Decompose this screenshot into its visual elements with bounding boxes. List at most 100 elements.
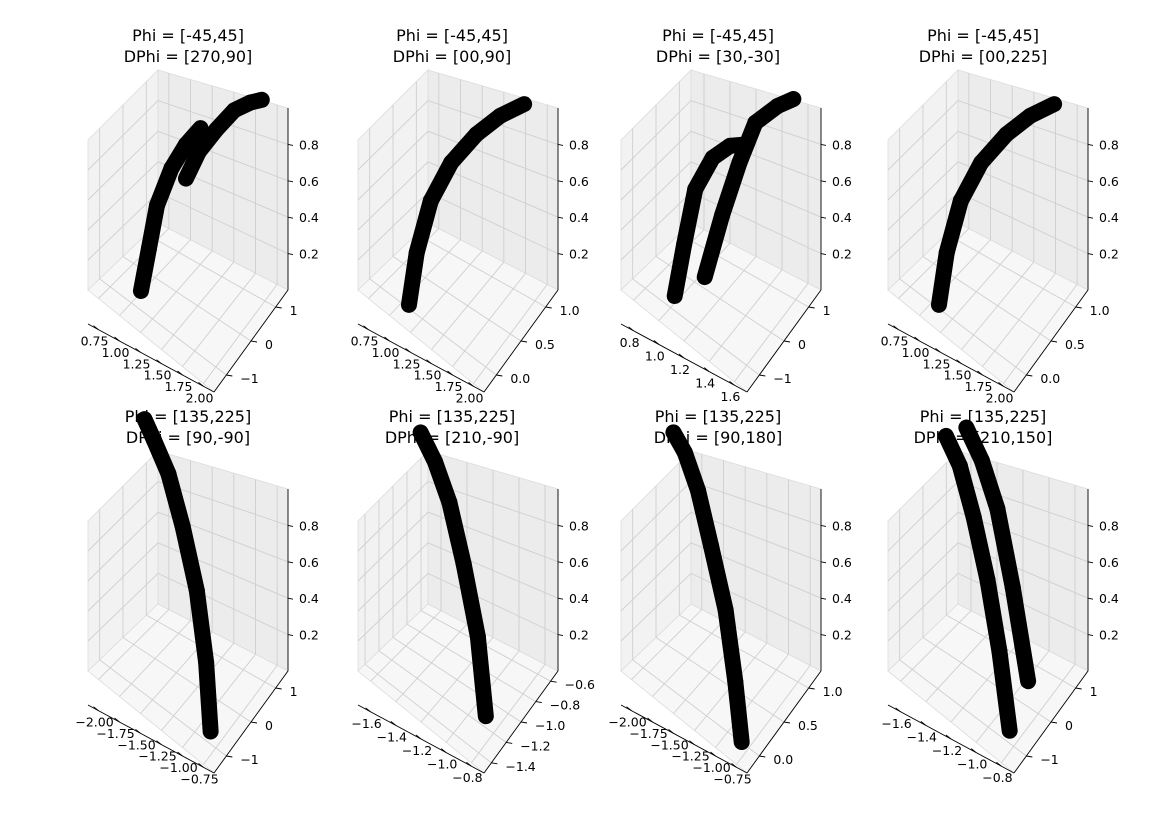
z-grid-line [887, 572, 1089, 642]
x-tick-mark [363, 325, 369, 331]
data-band [1004, 579, 1037, 690]
y-tick-mark [759, 374, 766, 377]
z-tick-label: 0.6 [569, 555, 589, 570]
x-tick-label: 1.6 [720, 389, 740, 404]
y-tick-mark [496, 374, 503, 377]
y-tick-mark [520, 340, 528, 343]
y-tick-mark [250, 340, 258, 343]
z-grid-line [620, 161, 822, 231]
z-tick-mark [557, 253, 564, 256]
x-tick-mark [93, 325, 99, 331]
floor-grid-line [679, 233, 809, 308]
z-tick-mark [820, 597, 827, 600]
y-tick-mark [1050, 340, 1058, 343]
data-band [676, 181, 704, 253]
y-tick-mark [275, 306, 282, 309]
floor-grid-line [632, 278, 760, 376]
y-tick-label: 0.0 [510, 371, 530, 386]
subplot-title-line-1: Phi = [135,225] [655, 407, 781, 426]
y-tick-label: 1 [290, 684, 298, 699]
x-tick-mark [468, 381, 474, 387]
z-tick-mark [287, 561, 294, 564]
x-tick-mark [384, 336, 390, 342]
z-tick-mark [1087, 253, 1094, 256]
x-tick-mark [156, 359, 162, 365]
subplot-title-line-1: Phi = [135,225] [920, 407, 1046, 426]
data-band [177, 120, 209, 153]
z-tick-mark [287, 143, 294, 146]
floor-grid-line [406, 623, 537, 702]
z-tick-label: 0.8 [1099, 518, 1119, 533]
x-tick-mark [689, 740, 695, 746]
data-band [1022, 96, 1063, 124]
y-tick-label: 1 [823, 303, 831, 318]
y-tick-label: 0.5 [1065, 337, 1085, 352]
series-1 [400, 96, 533, 313]
z-tick-mark [820, 253, 827, 256]
z-tick-label: 0.8 [832, 137, 852, 152]
data-band [455, 555, 486, 645]
y-tick-label: −0.8 [550, 698, 580, 713]
z-tick-label: 0.6 [569, 174, 589, 189]
x-tick-mark [198, 381, 204, 387]
floor-grid-line [416, 233, 546, 308]
x-tick-mark [729, 380, 735, 386]
y-tick-label: −1.2 [520, 738, 550, 753]
x-tick-label: −2.00 [608, 715, 646, 730]
x-tick-label: −0.75 [713, 771, 751, 786]
z-grid-line [620, 100, 822, 171]
y-tick-mark [808, 687, 815, 690]
y-tick-label: −1 [240, 371, 258, 386]
x-tick-mark [935, 347, 941, 353]
floor-grid-line [922, 637, 1052, 723]
z-tick-label: 0.2 [299, 628, 319, 643]
z-tick-label: 0.2 [832, 628, 852, 643]
subplot-title-line-2: DPhi = [210,-90] [385, 428, 519, 447]
y-tick-label: 1.0 [823, 684, 843, 699]
z-tick-label: 0.2 [1099, 247, 1119, 262]
subplot-8: 0.2 0.4 0.6 0.8 −1.6−1.4−1.2−1.0−0.8 1 0 −1 Phi … [881, 407, 1119, 785]
x-tick-label: 1.00 [102, 345, 130, 360]
x-axis-line [87, 323, 215, 393]
x-tick-mark [426, 359, 432, 365]
series-2 [958, 419, 1037, 690]
z-tick-label: 0.6 [1099, 174, 1119, 189]
series-2 [177, 91, 270, 187]
z-tick-label: 0.2 [832, 247, 852, 262]
x-tick-label: −1.75 [629, 726, 667, 741]
data-band [717, 601, 744, 690]
y-tick-mark [1075, 687, 1082, 690]
z-tick-label: 0.4 [832, 210, 852, 225]
y-tick-label: −1 [773, 371, 791, 386]
z-grid-line [620, 130, 822, 201]
x-tick-label: −1.0 [427, 757, 457, 772]
z-tick-mark [557, 597, 564, 600]
subplot-5: 0.2 0.4 0.6 0.8 −2.00−1.75−1.50−1.25−1.00−0.… [75, 407, 319, 786]
z-grid-line [87, 511, 289, 582]
floor-grid-line [899, 659, 1027, 757]
z-tick-label: 0.8 [299, 518, 319, 533]
z-tick-label: 0.8 [569, 518, 589, 533]
z-tick-label: 0.6 [1099, 555, 1119, 570]
y-tick-mark [226, 755, 233, 758]
z-tick-mark [287, 597, 294, 600]
data-band [696, 207, 731, 286]
data-band [769, 91, 802, 115]
z-tick-mark [1087, 143, 1094, 146]
x-axis-line [87, 704, 215, 774]
y-tick-mark [545, 306, 552, 309]
z-grid-line [357, 481, 559, 552]
z-tick-mark [557, 561, 564, 564]
y-tick-mark [550, 680, 557, 683]
subplot-title-line-1: Phi = [-45,45] [927, 26, 1039, 45]
z-grid-line [87, 572, 289, 642]
z-tick-label: 0.4 [299, 210, 319, 225]
z-tick-mark [1087, 524, 1094, 527]
x-tick-mark [945, 734, 952, 740]
y-tick-label: 0.0 [1040, 371, 1060, 386]
y-tick-mark [808, 306, 815, 309]
x-tick-mark [970, 748, 977, 753]
y-tick-label: −1 [240, 752, 258, 767]
z-tick-label: 0.6 [832, 555, 852, 570]
